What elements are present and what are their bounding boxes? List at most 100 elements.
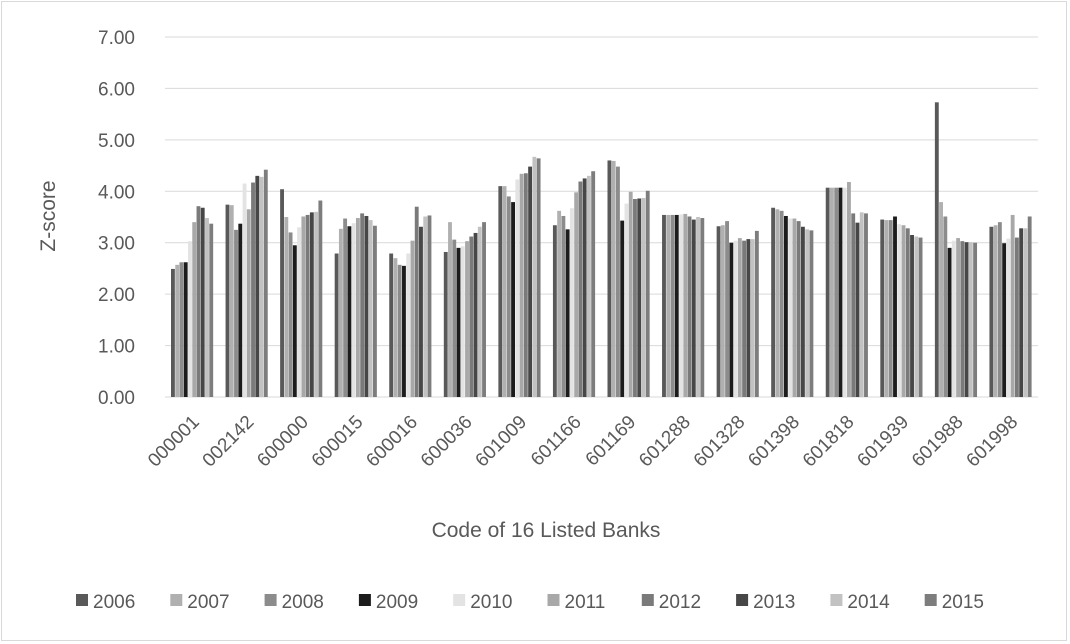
bar-600036-2008 — [452, 239, 457, 397]
bar-601166-2010 — [569, 208, 574, 397]
legend-label-2014: 2014 — [847, 592, 890, 613]
x-tick-labels: 0000010021426000006000156000166000366010… — [144, 412, 1022, 472]
bar-002142-2012 — [251, 182, 255, 397]
legend-swatch-2007 — [170, 594, 183, 606]
bar-601939-2013 — [910, 235, 914, 397]
bar-601998-2014 — [1023, 228, 1028, 397]
bar-601166-2007 — [557, 210, 562, 397]
bar-601988-2013 — [964, 242, 969, 397]
bar-002142-2010 — [242, 183, 247, 397]
bar-000001-2012 — [196, 206, 201, 397]
bar-601009-2015 — [536, 158, 541, 397]
x-tick-label: 600036 — [417, 412, 477, 472]
bar-600000-2011 — [301, 216, 306, 397]
bar-601818-2015 — [864, 213, 868, 397]
bar-601009-2011 — [519, 173, 524, 397]
bar-601939-2006 — [880, 219, 885, 397]
legend-label-2006: 2006 — [93, 592, 135, 613]
bar-601939-2015 — [918, 237, 923, 397]
legend-label-2012: 2012 — [659, 592, 701, 613]
bar-601288-2010 — [679, 214, 683, 397]
x-tick-label: 601998 — [963, 412, 1023, 472]
bar-601398-2011 — [792, 218, 797, 397]
bar-601398-2012 — [796, 221, 801, 397]
bar-601288-2006 — [662, 214, 666, 397]
bar-600016-2015 — [427, 215, 432, 397]
bar-600036-2012 — [469, 236, 474, 397]
y-tick-label: 0.00 — [98, 388, 135, 409]
bar-601998-2006 — [989, 226, 994, 397]
bar-600036-2009 — [456, 247, 461, 397]
bar-601166-2015 — [591, 171, 596, 397]
bar-600036-2014 — [477, 226, 482, 397]
bar-601009-2012 — [523, 173, 528, 397]
bar-600000-2014 — [314, 211, 319, 397]
bar-601818-2014 — [859, 212, 864, 397]
bar-600015-2014 — [368, 220, 373, 397]
bar-601818-2008 — [834, 187, 839, 397]
bar-601288-2009 — [674, 214, 679, 397]
bar-600036-2011 — [465, 241, 469, 397]
bar-601998-2011 — [1010, 214, 1015, 397]
bar-601988-2010 — [951, 240, 956, 397]
bar-600015-2015 — [372, 225, 377, 397]
bar-601988-2009 — [947, 247, 952, 397]
legend-label-2009: 2009 — [376, 592, 418, 613]
bar-600000-2015 — [318, 200, 323, 397]
bar-002142-2007 — [229, 205, 234, 397]
y-axis-title: Z-score — [37, 180, 60, 251]
bar-600036-2006 — [443, 251, 448, 397]
x-tick-label: 601398 — [744, 412, 804, 472]
x-tick-label: 601288 — [635, 412, 695, 472]
x-tick-label: 601939 — [853, 412, 913, 472]
bar-601998-2010 — [1006, 238, 1011, 397]
bar-601169-2015 — [645, 190, 650, 397]
bar-601169-2012 — [633, 199, 637, 397]
bar-601988-2012 — [960, 241, 965, 397]
x-axis-title: Code of 16 Listed Banks — [432, 519, 661, 542]
y-tick-label: 2.00 — [98, 285, 135, 306]
bar-002142-2006 — [225, 204, 230, 397]
bar-000001-2008 — [179, 262, 184, 397]
bar-000001-2009 — [183, 262, 188, 397]
bar-600015-2008 — [343, 218, 348, 397]
bar-601009-2009 — [511, 202, 515, 397]
legend-label-2008: 2008 — [282, 592, 324, 613]
bar-601169-2011 — [628, 191, 633, 397]
bar-002142-2011 — [246, 209, 251, 397]
bar-601998-2009 — [1002, 243, 1007, 397]
bar-601288-2015 — [700, 218, 705, 397]
x-tick-label: 601169 — [582, 412, 641, 471]
x-tick-label: 000001 — [144, 412, 204, 472]
bar-601166-2006 — [552, 225, 557, 397]
bar-600000-2006 — [280, 189, 284, 397]
bar-600016-2013 — [419, 226, 423, 397]
bar-600015-2011 — [355, 218, 360, 397]
bar-600016-2006 — [389, 253, 394, 397]
bar-601398-2014 — [805, 229, 810, 397]
bar-000001-2007 — [175, 264, 180, 397]
bar-601328-2008 — [725, 221, 729, 397]
bar-601169-2006 — [607, 160, 612, 397]
bar-002142-2014 — [259, 176, 264, 397]
legend-swatch-2008 — [264, 594, 277, 606]
bar-601939-2010 — [897, 224, 902, 397]
bar-601988-2014 — [968, 242, 973, 397]
bar-600000-2010 — [297, 227, 302, 397]
bar-600015-2007 — [338, 228, 343, 397]
bar-601328-2015 — [754, 230, 759, 397]
bar-000001-2006 — [171, 268, 175, 397]
bar-601166-2012 — [578, 181, 583, 397]
bar-600036-2015 — [482, 222, 486, 397]
bar-601009-2010 — [515, 179, 520, 397]
bar-002142-2013 — [255, 175, 260, 397]
bar-601988-2008 — [943, 216, 948, 397]
bar-601988-2015 — [973, 242, 978, 397]
x-tick-label: 601009 — [472, 412, 532, 472]
bar-002142-2009 — [238, 223, 243, 397]
bar-601998-2012 — [1014, 237, 1019, 397]
bar-601288-2014 — [696, 217, 700, 397]
bar-601166-2013 — [582, 178, 587, 397]
x-tick-label: 601328 — [690, 412, 750, 472]
